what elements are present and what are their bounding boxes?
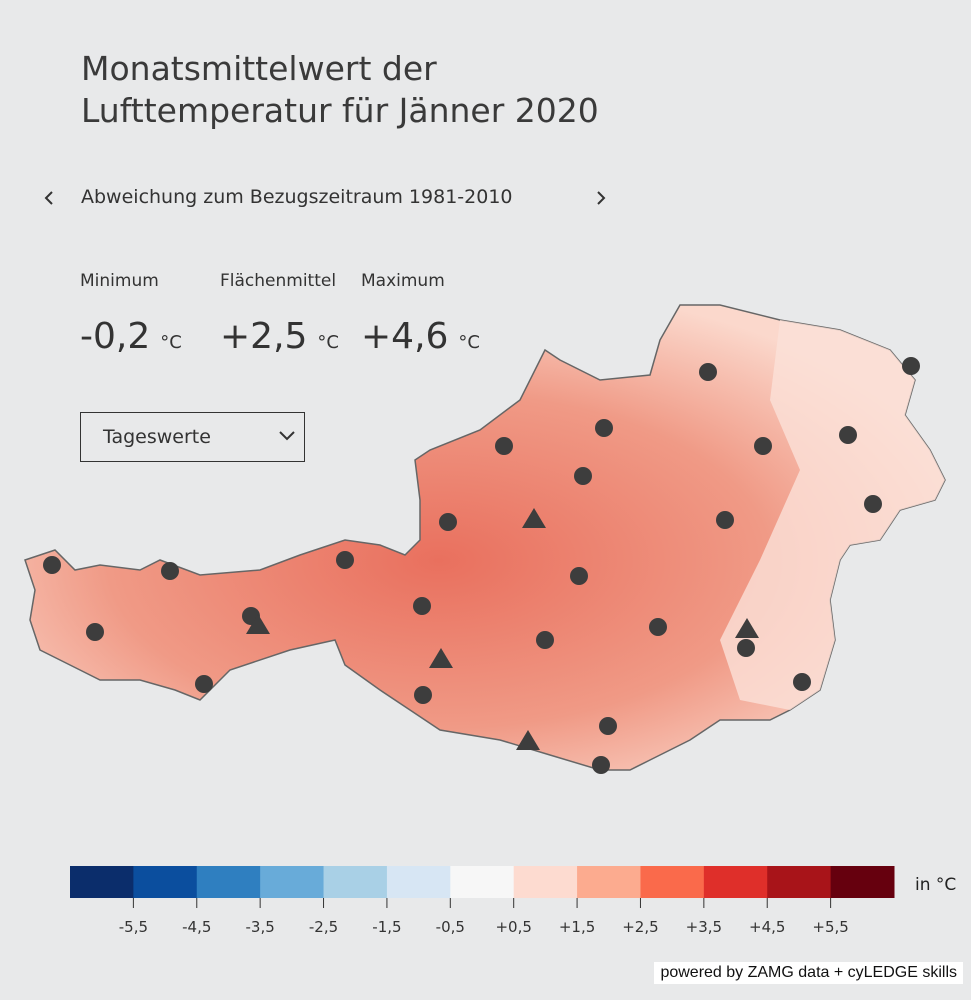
stat-value: +2,5 °C — [220, 316, 339, 357]
stat-label: Minimum — [80, 271, 159, 291]
legend-swatch — [323, 866, 388, 898]
legend-unit: in °C — [915, 875, 956, 895]
next-arrow[interactable] — [597, 191, 606, 205]
stat-number: +2,5 — [220, 316, 308, 357]
legend-swatch — [386, 866, 451, 898]
legend-tick-label: -0,5 — [436, 918, 465, 936]
legend-swatch — [513, 866, 578, 898]
title-line: Lufttemperatur für Jänner 2020 — [81, 91, 599, 130]
legend-tick-label: -1,5 — [372, 918, 401, 936]
legend: -5,5 -4,5 -3,5 -2,5 -1,5 -0,5 +0,5 +1,5 +2,5 +3,5… — [70, 866, 895, 936]
stat-number: -0,2 — [80, 316, 151, 357]
prev-arrow[interactable] — [44, 191, 53, 205]
stat-unit: °C — [317, 332, 339, 353]
legend-tick-label: +4,5 — [749, 918, 785, 936]
stat-number: +4,6 — [361, 316, 449, 357]
legend-swatch — [640, 866, 705, 898]
legend-tick-label: +5,5 — [812, 918, 848, 936]
legend-tick-label: -4,5 — [182, 918, 211, 936]
legend-swatch — [196, 866, 261, 898]
legend-tick-label: +3,5 — [686, 918, 722, 936]
stat-unit: °C — [160, 332, 182, 353]
stations — [43, 357, 920, 774]
legend-tick-label: -5,5 — [119, 918, 148, 936]
legend-swatch — [577, 866, 641, 898]
legend-swatch — [830, 866, 895, 898]
stat-label: Flächenmittel — [220, 271, 337, 291]
title: Monatsmittelwert der Lufttemperatur für … — [81, 48, 599, 132]
dropdown-arrow — [279, 431, 295, 441]
legend-swatch — [260, 866, 325, 898]
legend-swatch — [450, 866, 515, 898]
legend-swatch — [133, 866, 198, 898]
title-line: Monatsmittelwert der — [81, 49, 437, 88]
legend-tick-label: -2,5 — [309, 918, 338, 936]
legend-tick-label: +1,5 — [559, 918, 595, 936]
legend-swatch — [767, 866, 832, 898]
dropdown[interactable]: Tageswerte — [80, 412, 305, 462]
credit: powered by ZAMG data + cyLEDGE skills — [654, 962, 963, 984]
legend-tick-label: +2,5 — [622, 918, 658, 936]
stat-value: +4,6 °C — [361, 316, 480, 357]
stat-label: Maximum — [361, 271, 445, 291]
subtitle: Abweichung zum Bezugszeitraum 1981-2010 — [81, 186, 513, 208]
stat-value: -0,2 °C — [80, 316, 182, 357]
legend-tick-label: -3,5 — [246, 918, 275, 936]
legend-swatch — [703, 866, 768, 898]
legend-tick-label: +0,5 — [495, 918, 531, 936]
stat-unit: °C — [458, 332, 480, 353]
region-east — [720, 320, 945, 710]
legend-swatch — [70, 866, 134, 898]
